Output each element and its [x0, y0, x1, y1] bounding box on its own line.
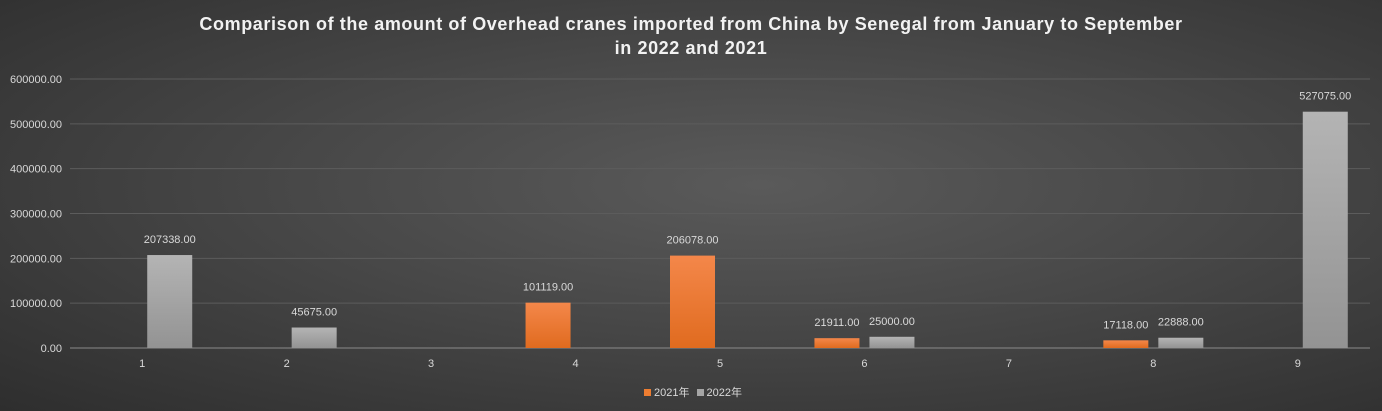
bar-2021-5	[670, 255, 715, 348]
bar-2022-1	[147, 255, 193, 348]
data-label: 45675.00	[291, 307, 337, 319]
bar-2022-2	[291, 327, 337, 348]
y-tick-label: 400000.00	[10, 164, 62, 176]
data-label: 207338.00	[144, 234, 196, 246]
data-label: 22888.00	[1158, 317, 1204, 329]
data-label: 17118.00	[1103, 319, 1148, 331]
legend-swatch-2021	[643, 389, 651, 396]
data-label: 25000.00	[869, 316, 915, 328]
bar-2021-6	[814, 338, 860, 348]
legend-swatch-2022	[696, 389, 704, 396]
x-tick-label: 2	[284, 358, 290, 370]
data-label: 21911.00	[814, 317, 859, 329]
data-label: 101119.00	[523, 282, 573, 294]
bar-2022-8	[1158, 337, 1204, 348]
y-tick-label: 0.00	[41, 343, 62, 355]
x-tick-label: 5	[717, 358, 723, 370]
bar-2022-6	[869, 336, 915, 348]
data-label: 527075.00	[1299, 91, 1351, 103]
x-tick-label: 4	[572, 358, 578, 370]
y-tick-label: 600000.00	[10, 74, 62, 86]
y-tick-label: 300000.00	[10, 209, 62, 221]
y-tick-label: 100000.00	[10, 298, 62, 310]
x-tick-label: 6	[861, 358, 867, 370]
bar-2021-8	[1103, 340, 1149, 348]
y-tick-label: 200000.00	[10, 253, 62, 265]
chart-title-line-1: Comparison of the amount of Overhead cra…	[199, 14, 1183, 34]
data-label: 206078.00	[667, 235, 719, 247]
x-tick-label: 7	[1006, 358, 1012, 370]
x-tick-label: 9	[1295, 358, 1301, 370]
chart-title: Comparison of the amount of Overhead cra…	[0, 12, 1382, 60]
legend-label-2022: 2022年	[706, 387, 743, 399]
bar-2021-4	[525, 302, 571, 348]
x-tick-label: 1	[139, 358, 145, 370]
bar-2022-9	[1302, 111, 1348, 349]
chart-title-line-2: in 2022 and 2021	[614, 38, 768, 58]
x-tick-label: 3	[428, 358, 434, 370]
legend: 2021年 2022年	[0, 384, 1382, 400]
y-tick-label: 500000.00	[10, 119, 62, 131]
x-tick-label: 8	[1150, 358, 1156, 370]
legend-label-2021: 2021年	[653, 387, 690, 399]
